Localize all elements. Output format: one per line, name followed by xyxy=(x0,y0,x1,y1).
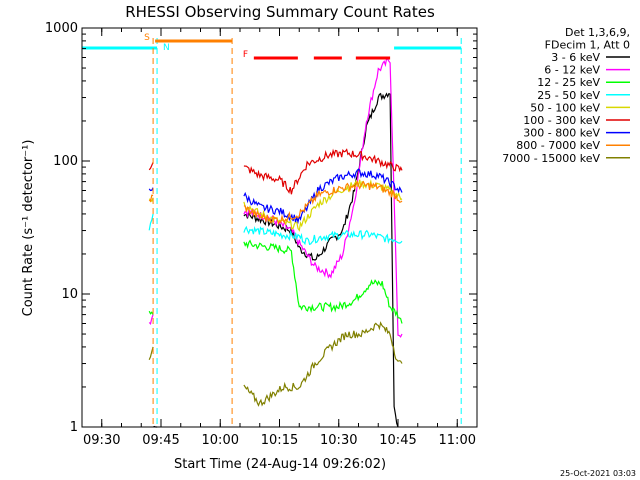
y-tick-label-0: 1 xyxy=(70,420,78,435)
legend-label-1: 6 - 12 keV xyxy=(544,64,600,77)
x-axis-label: Start Time (24-Aug-14 09:26:02) xyxy=(174,457,386,472)
x-tick-label-4: 10:30 xyxy=(320,433,357,448)
flag-label-S: S xyxy=(144,33,150,43)
legend-label-5: 100 - 300 keV xyxy=(523,114,600,127)
x-tick-label-1: 09:45 xyxy=(142,433,179,448)
series-line-1 xyxy=(148,58,403,338)
plot-frame xyxy=(81,27,478,428)
flag-label-F: F xyxy=(243,50,248,60)
x-tick-label-2: 10:00 xyxy=(202,433,239,448)
series-line-8 xyxy=(148,321,403,407)
legend-label-4: 50 - 100 keV xyxy=(530,101,600,114)
legend-label-3: 25 - 50 keV xyxy=(537,89,600,102)
legend-label-7: 800 - 7000 keV xyxy=(516,139,600,152)
legend-label-0: 3 - 6 keV xyxy=(551,51,600,64)
series-line-3 xyxy=(148,213,403,246)
y-tick-label-3: 1000 xyxy=(45,21,78,36)
series-line-6 xyxy=(148,168,403,225)
legend-label-2: 12 - 25 keV xyxy=(537,76,600,89)
y-tick-label-1: 10 xyxy=(61,287,78,302)
legend-title-line: FDecim 1, Att 0 xyxy=(545,39,630,52)
series-line-7 xyxy=(148,180,403,225)
legend-title-line: Det 1,3,6,9, xyxy=(565,26,630,39)
timestamp: 25-Oct-2021 03:03 xyxy=(560,469,636,478)
x-tick-label-6: 11:00 xyxy=(439,433,476,448)
x-tick-label-5: 10:45 xyxy=(379,433,416,448)
chart-title: RHESSI Observing Summary Count Rates xyxy=(125,3,435,21)
y-tick-label-2: 100 xyxy=(53,154,78,169)
flag-label-N: N xyxy=(163,43,170,53)
series-line-2 xyxy=(148,239,403,324)
legend-label-6: 300 - 800 keV xyxy=(523,127,600,140)
x-tick-label-3: 10:15 xyxy=(261,433,298,448)
y-axis-label: Count Rate (s⁻¹ detector⁻¹) xyxy=(21,140,36,317)
plot-area: S N F xyxy=(82,33,462,428)
legend-label-8: 7000 - 15000 keV xyxy=(502,152,600,165)
series-line-0 xyxy=(152,92,399,428)
series-line-5 xyxy=(148,148,403,195)
axes: 09:30 09:45 10:00 10:15 10:30 10:45 11:00 1 10 10… xyxy=(45,21,478,448)
x-tick-label-0: 09:30 xyxy=(83,433,120,448)
